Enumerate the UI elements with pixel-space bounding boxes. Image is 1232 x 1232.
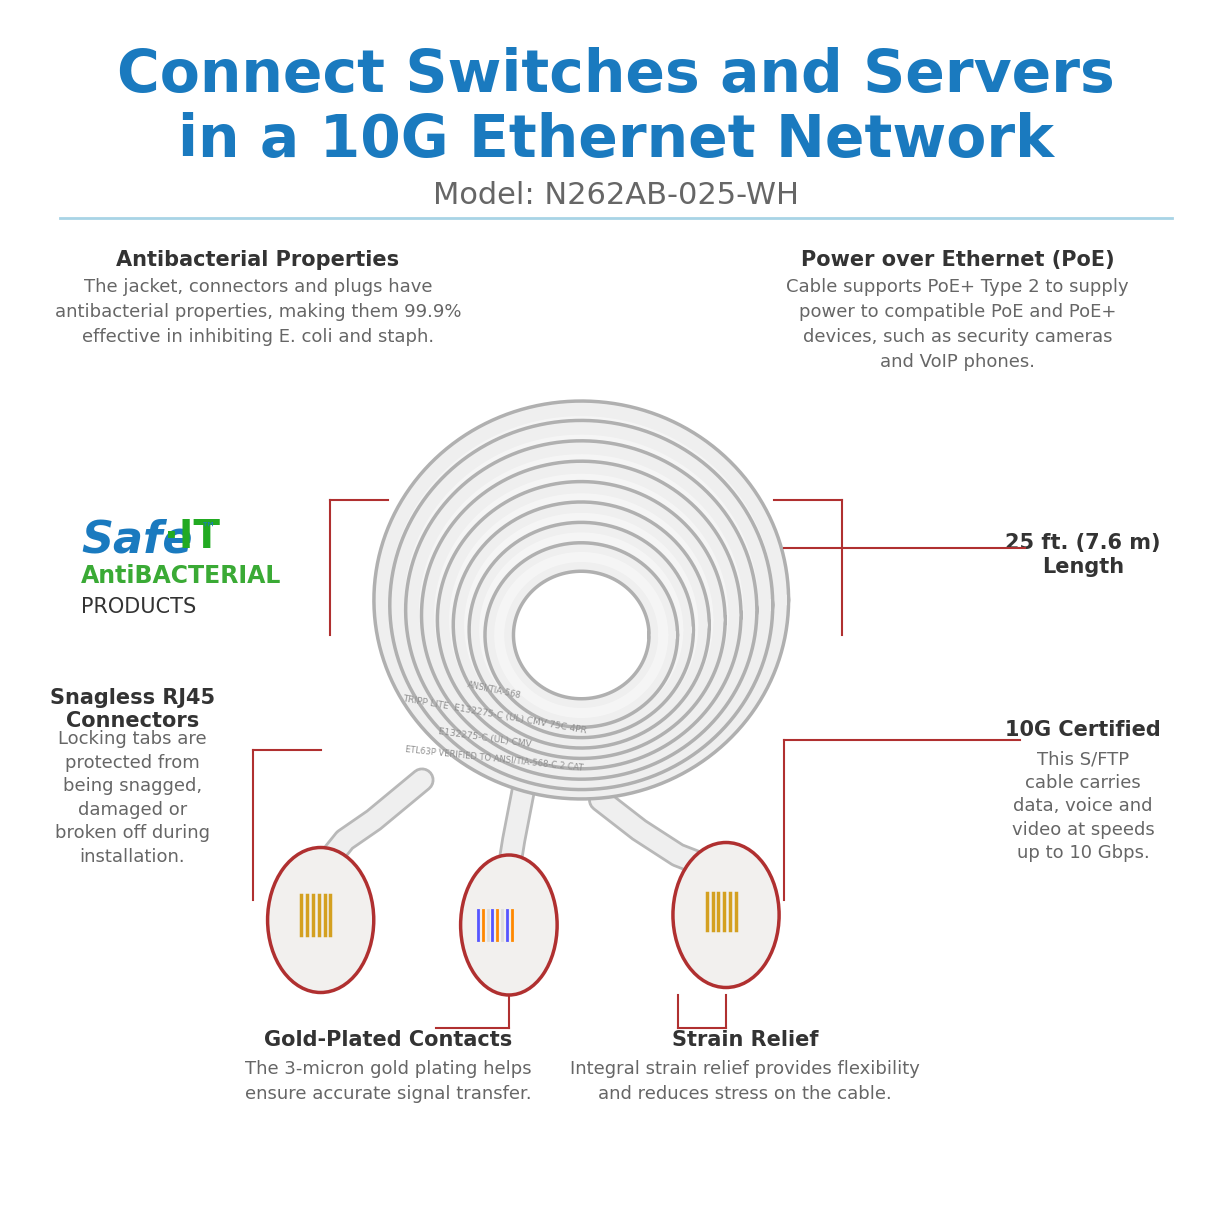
Text: ETL63P VERIFIED TO ANSI/TIA-568-C.2 CAT: ETL63P VERIFIED TO ANSI/TIA-568-C.2 CAT xyxy=(405,744,584,771)
Text: ™: ™ xyxy=(201,520,217,536)
Text: Model: N262AB-025-WH: Model: N262AB-025-WH xyxy=(432,181,800,209)
Text: Safe: Safe xyxy=(81,519,193,562)
Ellipse shape xyxy=(673,843,779,988)
Text: 10G Certified: 10G Certified xyxy=(1005,719,1161,740)
Ellipse shape xyxy=(461,855,557,995)
Text: Connect Switches and Servers: Connect Switches and Servers xyxy=(117,47,1115,103)
Text: This S/FTP
cable carries
data, voice and
video at speeds
up to 10 Gbps.: This S/FTP cable carries data, voice and… xyxy=(1011,750,1154,862)
Text: 25 ft. (7.6 m)
Length: 25 ft. (7.6 m) Length xyxy=(1005,533,1161,577)
Text: Gold-Plated Contacts: Gold-Plated Contacts xyxy=(264,1030,513,1050)
Text: Cable supports PoE+ Type 2 to supply
power to compatible PoE and PoE+
devices, s: Cable supports PoE+ Type 2 to supply pow… xyxy=(786,278,1129,371)
Text: in a 10G Ethernet Network: in a 10G Ethernet Network xyxy=(177,112,1055,169)
Text: Locking tabs are
protected from
being snagged,
damaged or
broken off during
inst: Locking tabs are protected from being sn… xyxy=(55,731,209,866)
Text: The 3-micron gold plating helps
ensure accurate signal transfer.: The 3-micron gold plating helps ensure a… xyxy=(245,1060,531,1103)
Text: AntiBACTERIAL: AntiBACTERIAL xyxy=(81,564,282,588)
Text: Power over Ethernet (PoE): Power over Ethernet (PoE) xyxy=(801,250,1115,270)
Text: Snagless RJ45
Connectors: Snagless RJ45 Connectors xyxy=(51,687,216,732)
Text: TRIPP LITE  E132275-C (UL) CMV 75C 4PR: TRIPP LITE E132275-C (UL) CMV 75C 4PR xyxy=(402,695,588,736)
Text: E132275-C (UL) CMV: E132275-C (UL) CMV xyxy=(437,727,532,749)
Ellipse shape xyxy=(267,848,373,993)
Text: ·IT: ·IT xyxy=(164,517,221,556)
Text: PRODUCTS: PRODUCTS xyxy=(81,598,197,617)
Text: Integral strain relief provides flexibility
and reduces stress on the cable.: Integral strain relief provides flexibil… xyxy=(570,1060,920,1103)
Text: ANSI/TIA-568: ANSI/TIA-568 xyxy=(467,680,522,700)
Text: Strain Relief: Strain Relief xyxy=(673,1030,818,1050)
Text: The jacket, connectors and plugs have
antibacterial properties, making them 99.9: The jacket, connectors and plugs have an… xyxy=(54,278,461,346)
Text: Antibacterial Properties: Antibacterial Properties xyxy=(116,250,399,270)
